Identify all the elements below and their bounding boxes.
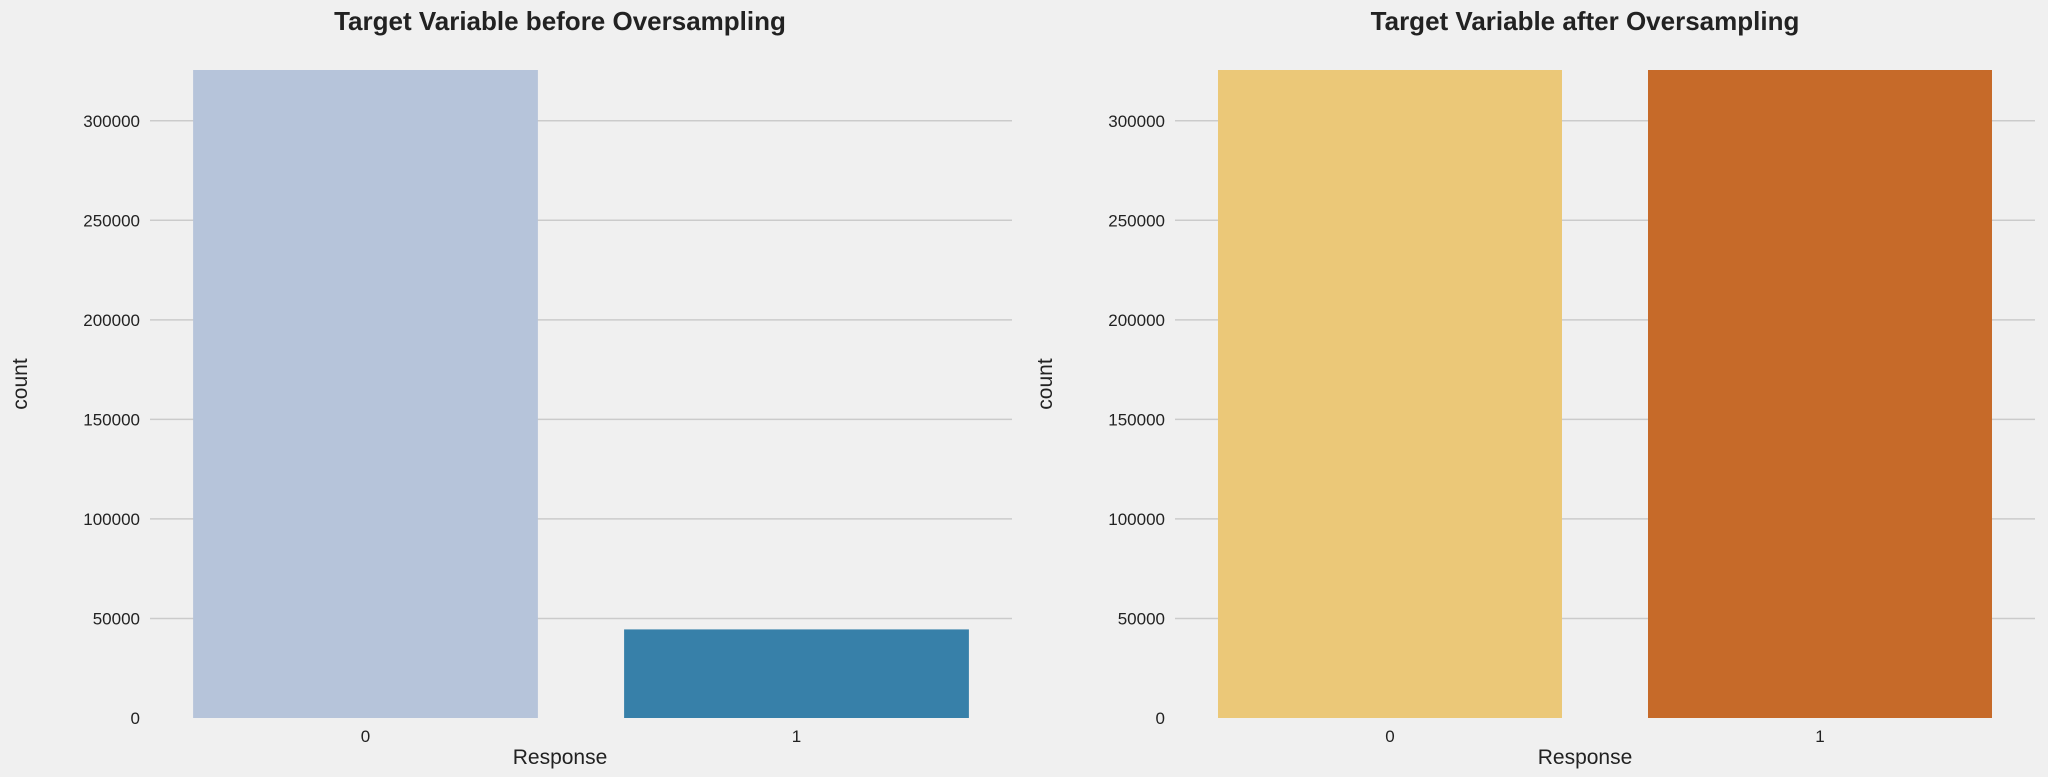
y-tick-label: 250000 (83, 211, 140, 230)
y-tick-label: 50000 (1118, 609, 1165, 628)
bars (1218, 70, 1992, 718)
chart-title: Target Variable after Oversampling (1371, 6, 1800, 36)
y-tick-labels: 0 50000 100000 150000 200000 250000 300000 (1108, 112, 1165, 728)
y-tick-label: 200000 (83, 311, 140, 330)
y-tick-labels: 0 50000 100000 150000 200000 250000 300000 (83, 112, 140, 728)
bar-1 (1648, 70, 1992, 718)
y-tick-label: 300000 (1108, 112, 1165, 131)
bar-0 (1218, 70, 1562, 718)
y-tick-label: 100000 (83, 510, 140, 529)
y-tick-label: 150000 (1108, 410, 1165, 429)
y-tick-label: 300000 (83, 112, 140, 131)
y-tick-label: 0 (131, 709, 140, 728)
x-tick-label: 0 (361, 727, 370, 746)
bar-0 (193, 70, 538, 718)
bar-1 (624, 629, 969, 718)
y-tick-label: 200000 (1108, 311, 1165, 330)
y-tick-label: 250000 (1108, 211, 1165, 230)
chart-after-oversampling: Target Variable after Oversampling 0 5000… (1034, 6, 2035, 769)
y-axis-label: count (9, 358, 32, 410)
x-axis-label: Response (513, 746, 608, 769)
y-tick-label: 50000 (93, 609, 140, 628)
chart-before-oversampling: Target Variable before Oversampling 0 500… (9, 6, 1012, 769)
x-tick-label: 1 (792, 727, 801, 746)
bars (193, 70, 969, 718)
y-tick-label: 150000 (83, 410, 140, 429)
x-tick-label: 0 (1385, 727, 1394, 746)
chart-title: Target Variable before Oversampling (334, 6, 786, 36)
x-tick-label: 1 (1815, 727, 1824, 746)
y-tick-label: 100000 (1108, 510, 1165, 529)
y-tick-label: 0 (1156, 709, 1165, 728)
x-axis-label: Response (1538, 746, 1633, 769)
y-axis-label: count (1034, 358, 1057, 410)
